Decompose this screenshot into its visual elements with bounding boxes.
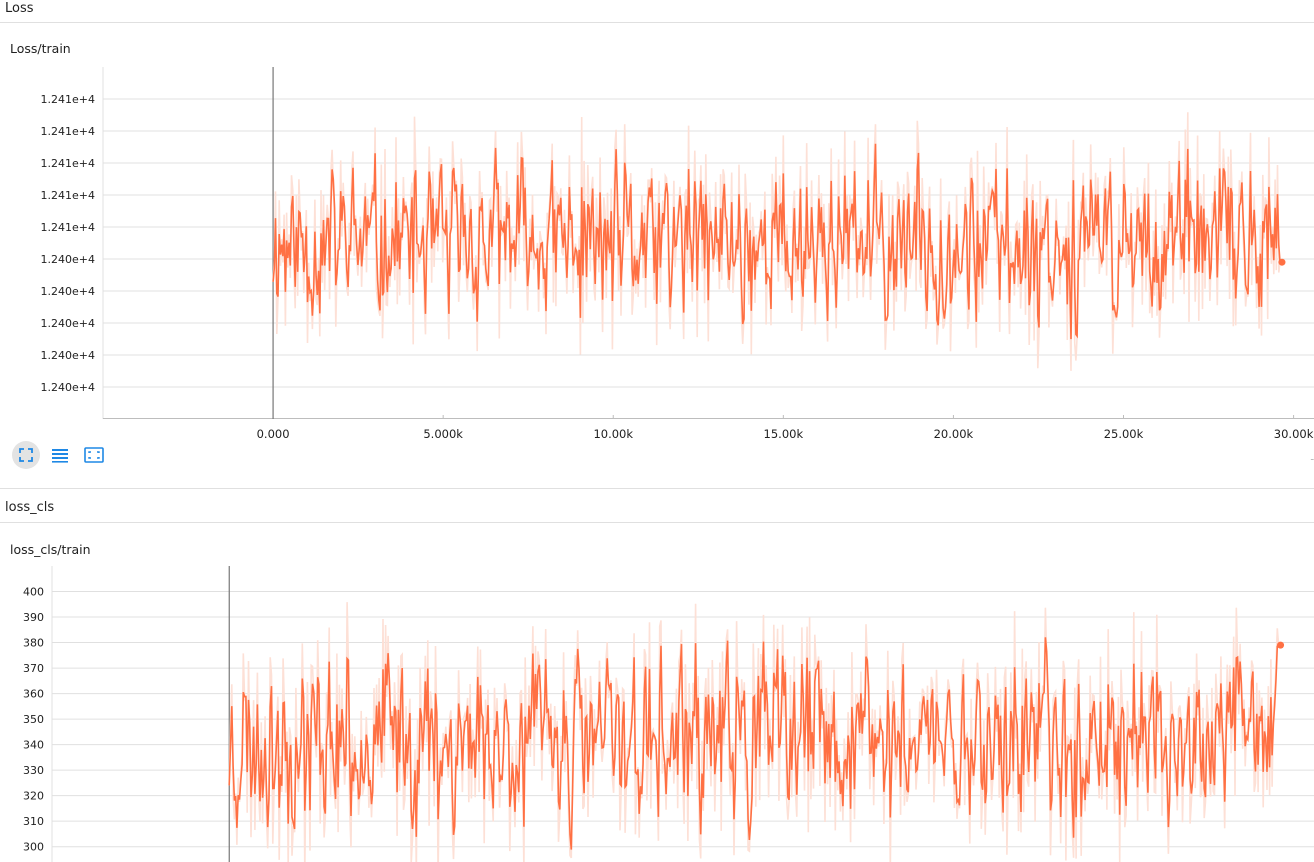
y-tick-label: 310	[23, 815, 44, 828]
y-tick-label: 350	[23, 713, 44, 726]
y-tick-label: 300	[23, 841, 44, 854]
card-title: loss_cls/train	[10, 542, 91, 557]
smoothed-series-line	[228, 637, 1280, 850]
y-tick-label: 340	[23, 739, 44, 752]
x-tick-label: 30.00k	[1274, 427, 1314, 440]
chart-toolbar	[12, 440, 108, 470]
y-tick-label: 1.241e+4	[41, 221, 95, 234]
series-endpoint	[1278, 258, 1286, 266]
y-tick-label: 1.240e+4	[41, 317, 95, 330]
toggle-log-icon	[52, 449, 68, 463]
loss-train-chart[interactable]: 1.241e+4 1.241e+4 1.241e+4 1.241e+4 1.241e+4…	[0, 60, 1314, 440]
card-title: Loss/train	[10, 41, 71, 56]
y-tick-label: 1.241e+4	[41, 93, 95, 106]
section-divider	[0, 22, 1314, 23]
section-divider	[0, 522, 1314, 523]
y-tick-label: 1.241e+4	[41, 157, 95, 170]
x-tick-label: 25.00k	[1104, 427, 1144, 440]
y-tick-label: 360	[23, 688, 44, 701]
loss-cls-train-chart[interactable]: 400 390 380 370 360 350 340 330 320 310 300	[0, 566, 1314, 862]
section-divider	[0, 488, 1314, 489]
y-tick-label: 330	[23, 764, 44, 777]
y-tick-label: 1.240e+4	[41, 285, 95, 298]
section-title: loss_cls	[5, 500, 55, 515]
y-tick-label: 370	[23, 662, 44, 675]
fit-domain-button[interactable]	[12, 441, 40, 469]
x-tick-label: 10.00k	[593, 427, 633, 440]
y-tick-label: 380	[23, 637, 44, 650]
y-tick-label: 390	[23, 611, 44, 624]
y-tick-label: 1.241e+4	[41, 189, 95, 202]
series-endpoint	[1277, 641, 1285, 649]
x-tick-label: 20.00k	[934, 427, 974, 440]
section-title: Loss	[5, 1, 34, 16]
y-tick-label: 1.240e+4	[41, 253, 95, 266]
y-tick-label: 1.241e+4	[41, 125, 95, 138]
smoothed-series-line	[272, 143, 1281, 340]
edge-marker: –	[1310, 455, 1314, 463]
x-tick-label: 0.000	[257, 427, 290, 440]
raw-series-line	[228, 602, 1280, 862]
x-tick-label: 15.00k	[764, 427, 804, 440]
y-tick-label: 320	[23, 790, 44, 803]
fit-domain-icon	[19, 448, 33, 462]
x-tick-label: 5.000k	[423, 427, 463, 440]
y-tick-label: 1.240e+4	[41, 381, 95, 394]
fullscreen-icon	[84, 447, 104, 463]
toggle-log-scale-button[interactable]	[46, 441, 74, 469]
fullscreen-button[interactable]	[80, 441, 108, 469]
y-tick-label: 1.240e+4	[41, 349, 95, 362]
y-tick-label: 400	[23, 586, 44, 599]
